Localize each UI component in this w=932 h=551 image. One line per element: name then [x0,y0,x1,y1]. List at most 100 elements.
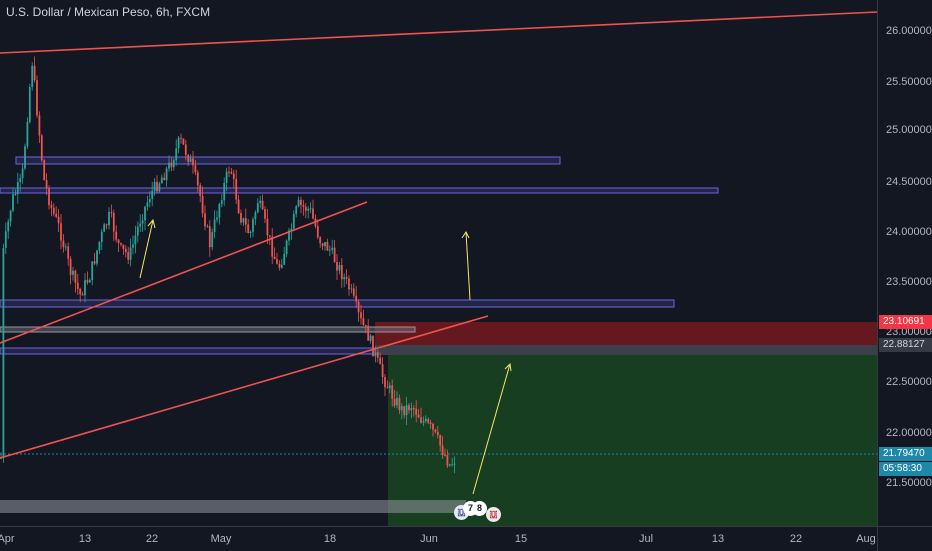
price-tick: 24.50000 [886,176,932,188]
candle-body [153,181,156,191]
candle-body [259,200,262,204]
gray-zone-bottom[interactable] [0,500,466,513]
candle-body [132,244,134,248]
candle-body [319,237,322,244]
candle-body [12,194,14,211]
candle-body [336,262,338,271]
candle-body [156,181,158,192]
candle-body [427,418,430,423]
candle-body [417,414,420,418]
candle-body [451,464,454,466]
candle-body [26,121,29,147]
candle-body [134,235,137,245]
arrow-up-small[interactable] [139,218,156,279]
candle-body [187,154,190,163]
candle-body [163,177,166,181]
candle-body [280,264,283,268]
stop-loss-zone[interactable] [375,322,877,345]
candle-body [204,213,206,227]
candle-body [31,65,34,88]
candle-body [38,115,41,136]
candle-body [129,247,132,260]
candle-body [424,418,427,421]
candle-body [139,223,142,227]
candle-body [199,185,202,196]
candle-body [110,212,113,214]
arrow-up-target[interactable] [461,231,471,301]
price-tick: 23.00000 [886,326,932,338]
price-tick: 22.00000 [886,427,932,439]
candle-body [235,178,238,200]
time-tick: 15 [514,533,528,545]
support-zone-middle[interactable] [0,299,675,308]
price-tick: 25.00000 [886,124,932,136]
candle-body [64,246,67,248]
candle-body [136,226,139,236]
candle-body [412,408,415,410]
price-tick: 22.50000 [886,376,932,388]
candle-body [117,239,120,244]
chart-svg[interactable] [0,0,877,526]
candle-body [391,385,394,399]
candle-body [360,312,362,319]
price-tick: 24.00000 [886,226,932,238]
symbol-title[interactable]: U.S. Dollar / Mexican Peso, 6h, FXCM [6,5,211,19]
candlestick-series[interactable] [0,56,456,474]
resistance-zone-top[interactable] [15,156,561,165]
candle-body [55,213,58,217]
candle-body [266,218,269,236]
candle-body [376,352,379,358]
support-zone-lower[interactable] [0,347,376,355]
entry-level-label: 22.88127 [879,338,932,352]
flag-icon-us[interactable]: 🇺 [486,507,501,522]
candle-body [62,240,65,248]
candle-body [273,256,276,260]
arrow-up-projection[interactable] [472,362,512,495]
candle-body [36,80,38,116]
candle-body [93,261,96,264]
candle-body [386,387,389,389]
candle-body [331,247,334,250]
chart-canvas[interactable]: U.S. Dollar / Mexican Peso, 6h, FXCM 🇺 7… [0,0,877,526]
trendline-top[interactable] [0,11,877,54]
candle-body [182,138,185,145]
candle-body [100,231,103,242]
candle-body [357,301,360,313]
candle-body [283,253,286,265]
time-axis[interactable]: Apr 13 22 May 18 Jun 15 Jul 13 22 Aug [0,526,877,551]
axis-corner [877,526,932,551]
candle-body [84,280,86,296]
candle-body [108,212,110,226]
candle-body [228,171,230,173]
candle-body [4,231,7,249]
event-count-badge[interactable]: 8 [472,501,487,516]
candle-body [348,278,350,290]
trendline-channel-upper[interactable] [0,201,368,344]
candle-body [45,180,48,189]
candle-body [256,203,259,213]
candle-body [69,258,72,275]
trendline-channel-lower[interactable] [0,315,489,459]
price-axis[interactable]: 26.00000 25.50000 25.00000 24.50000 24.0… [877,0,932,526]
time-tick: 22 [789,533,803,545]
candle-body [218,203,221,218]
candle-body [172,160,175,168]
candle-body [175,148,178,161]
candle-body [81,294,84,296]
candle-body [88,280,91,283]
resistance-zone-upper[interactable] [0,187,719,194]
candle-body [436,431,439,436]
candle-body [91,261,94,281]
candle-body [48,188,50,206]
candle-body [364,324,367,326]
entry-band[interactable] [375,345,877,355]
candle-body [230,171,233,174]
candle-body [2,248,5,458]
gray-zone-middle[interactable] [0,326,416,333]
candle-body [115,231,118,240]
candle-body [148,199,151,203]
candle-body [240,213,242,223]
candle-body [295,206,298,214]
target-profit-zone[interactable] [388,355,877,526]
candle-body [321,243,324,247]
